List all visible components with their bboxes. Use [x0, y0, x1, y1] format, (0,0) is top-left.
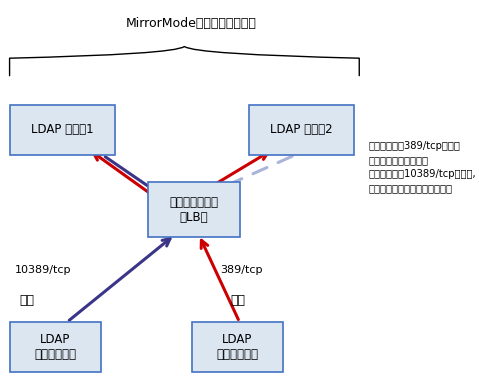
FancyBboxPatch shape — [10, 105, 115, 155]
Text: 検索: 検索 — [230, 294, 245, 307]
Text: LDAP
クライアント: LDAP クライアント — [216, 333, 258, 361]
Text: LDAP サーバ2: LDAP サーバ2 — [271, 123, 333, 137]
FancyBboxPatch shape — [249, 105, 354, 155]
Text: 検索の場合は389/tcpを使い
ラウンドロビンで分散
更新の場合は10389/tcpを使い,
一方のノードのみに割り当てる: 検索の場合は389/tcpを使い ラウンドロビンで分散 更新の場合は10389/… — [369, 141, 477, 193]
Text: LDAP サーバ1: LDAP サーバ1 — [31, 123, 93, 137]
FancyBboxPatch shape — [10, 322, 101, 372]
Text: ロードバランサ
（LB）: ロードバランサ （LB） — [170, 196, 218, 223]
Text: MirrorModeによるデータ同期: MirrorModeによるデータ同期 — [126, 17, 257, 31]
Text: 10389/tcp: 10389/tcp — [14, 265, 71, 275]
Text: 389/tcp: 389/tcp — [220, 265, 263, 275]
Text: LDAP
クライアント: LDAP クライアント — [34, 333, 76, 361]
FancyBboxPatch shape — [192, 322, 283, 372]
Text: 更新: 更新 — [19, 294, 34, 307]
FancyBboxPatch shape — [148, 182, 240, 237]
